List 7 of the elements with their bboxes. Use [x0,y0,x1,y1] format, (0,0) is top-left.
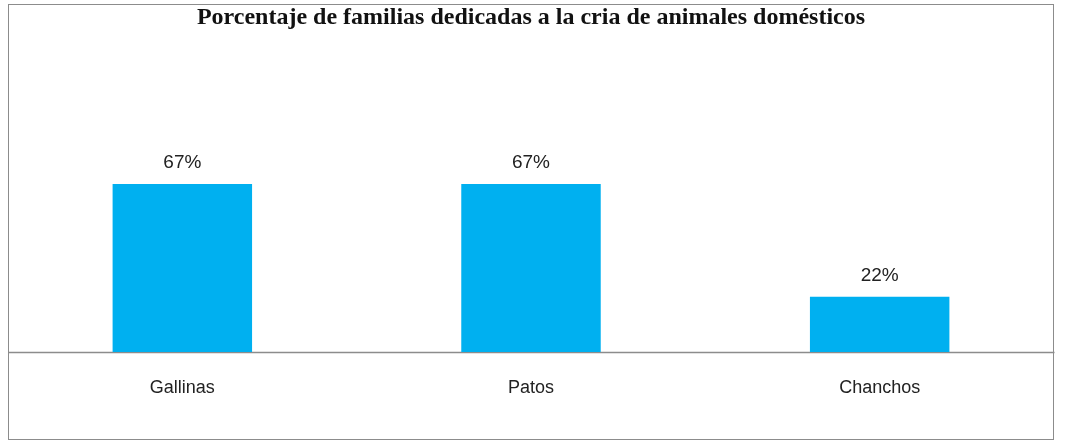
data-label: 67% [163,151,202,172]
x-tick-label: Chanchos [839,376,921,397]
x-tick-label: Patos [507,376,555,397]
chart-title: Porcentaje de familias dedicadas a la cria de animales domésticos [196,3,866,29]
data-label: 22% [860,263,899,285]
data-label: 67% [511,151,551,172]
x-tick-label: Gallinas [149,376,215,397]
